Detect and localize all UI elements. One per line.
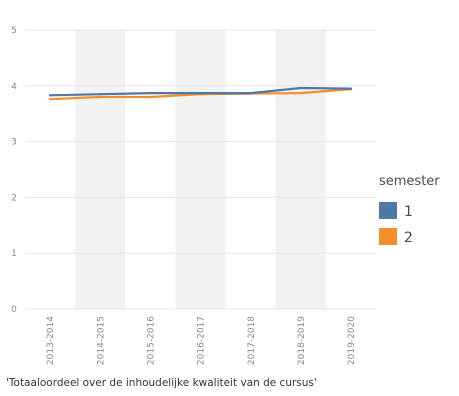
x-tick-label: 2016-2017 [197,316,207,365]
y-tick-label: 1 [11,249,17,259]
background-band [75,30,126,309]
legend: semester 1 2 [379,174,440,246]
data-point-series-2 [99,95,102,99]
x-tick-label: 2013-2014 [46,316,56,365]
legend-entry-2: 2 [379,228,413,246]
data-point-series-1 [99,93,102,96]
x-tick-label: 2015-2016 [147,316,157,365]
data-point-series-1 [349,87,353,90]
legend-label-1: 1 [404,204,413,220]
data-point-series-1 [299,86,302,90]
background-band [275,30,326,309]
x-tick-label: 2017-2018 [247,316,257,365]
chart-caption: 'Totaaloordeel over de inhoudelijke kwal… [6,377,317,389]
legend-swatch-2 [379,228,397,245]
y-tick-label: 4 [11,82,17,92]
y-tick-label: 2 [11,193,17,203]
data-point-series-1 [249,91,252,95]
y-tick-label: 0 [11,305,17,315]
data-point-series-1 [48,94,52,97]
y-tick-label: 3 [11,138,17,148]
series-lines [48,86,353,101]
legend-label-2: 2 [404,230,413,246]
x-axis-ticks: 2013-2014 2014-2015 2015-2016 2016-2017 2017… [46,316,357,365]
background-bands [75,30,326,309]
data-point-series-2 [299,91,302,95]
x-tick-label: 2014-2015 [96,316,106,365]
data-point-series-2 [48,98,52,101]
data-point-series-1 [199,91,202,95]
x-tick-label: 2019-2020 [347,316,357,365]
legend-entry-1: 1 [379,202,413,220]
y-tick-label: 5 [11,26,17,36]
legend-swatch-1 [379,202,397,219]
background-band [175,30,226,309]
y-axis-ticks: 0 1 2 3 4 5 [11,26,17,315]
x-tick-label: 2018-2019 [297,316,307,365]
gridlines [25,29,376,310]
legend-title: semester [379,174,440,189]
data-point-series-2 [149,95,152,99]
data-point-series-1 [149,91,152,95]
